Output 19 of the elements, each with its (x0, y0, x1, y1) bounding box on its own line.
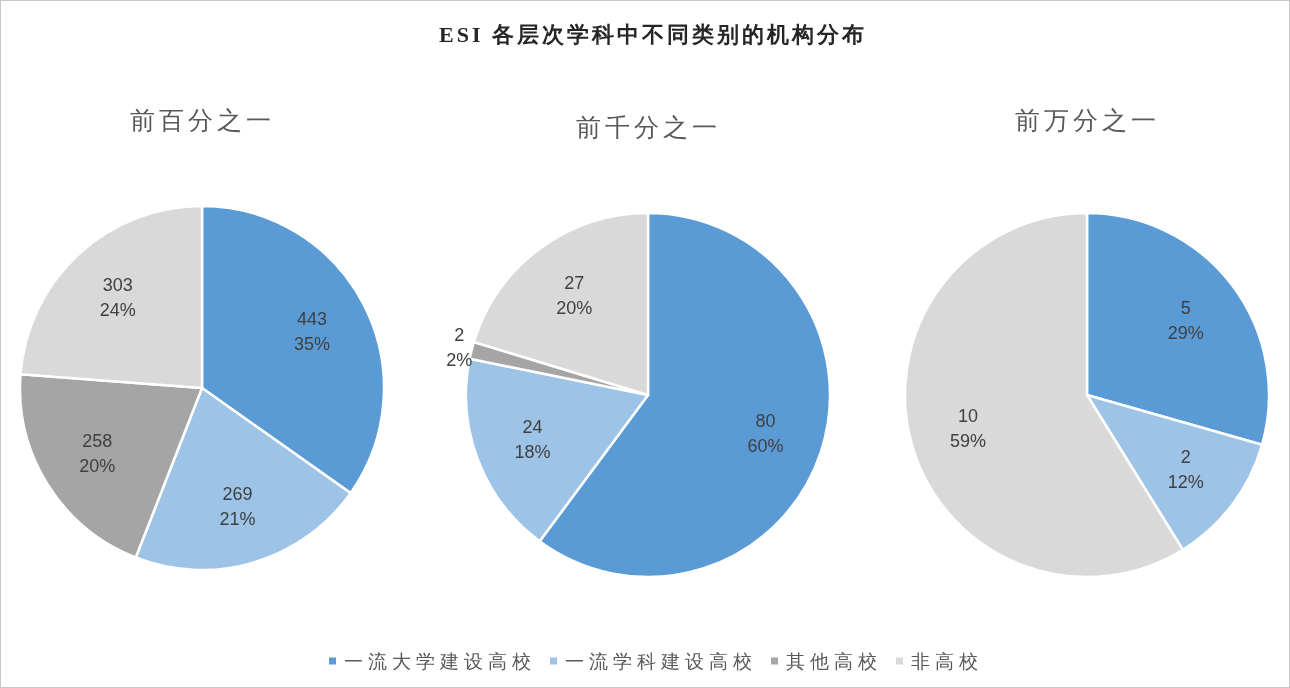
data-label: 258 20% (79, 431, 116, 477)
chart-title: 前百分之一 (129, 106, 275, 134)
data-label: 2 12% (1167, 447, 1204, 493)
data-label: 269 21% (219, 484, 256, 530)
data-label: 5 29% (1167, 297, 1204, 343)
chart-title: 前千分之一 (575, 113, 721, 141)
data-label: 27 20% (556, 273, 593, 319)
data-label: 10 59% (949, 406, 986, 452)
text: ESI 各层次学科中不同类别的机构分布 (439, 21, 867, 47)
data-label: 443 35% (293, 308, 330, 354)
legend-label: 一流大学建设高校 (344, 650, 536, 672)
chart-title: 前万分之一 (1014, 106, 1160, 134)
legend-label: 一流学科建设高校 (565, 650, 757, 672)
data-label: 2 2% (446, 324, 473, 370)
legend-label: 非高校 (911, 650, 983, 672)
data-label: 24 18% (514, 416, 551, 462)
legend-label: 其他高校 (786, 650, 882, 672)
data-label: 80 60% (747, 411, 784, 457)
data-label: 303 24% (99, 274, 136, 320)
